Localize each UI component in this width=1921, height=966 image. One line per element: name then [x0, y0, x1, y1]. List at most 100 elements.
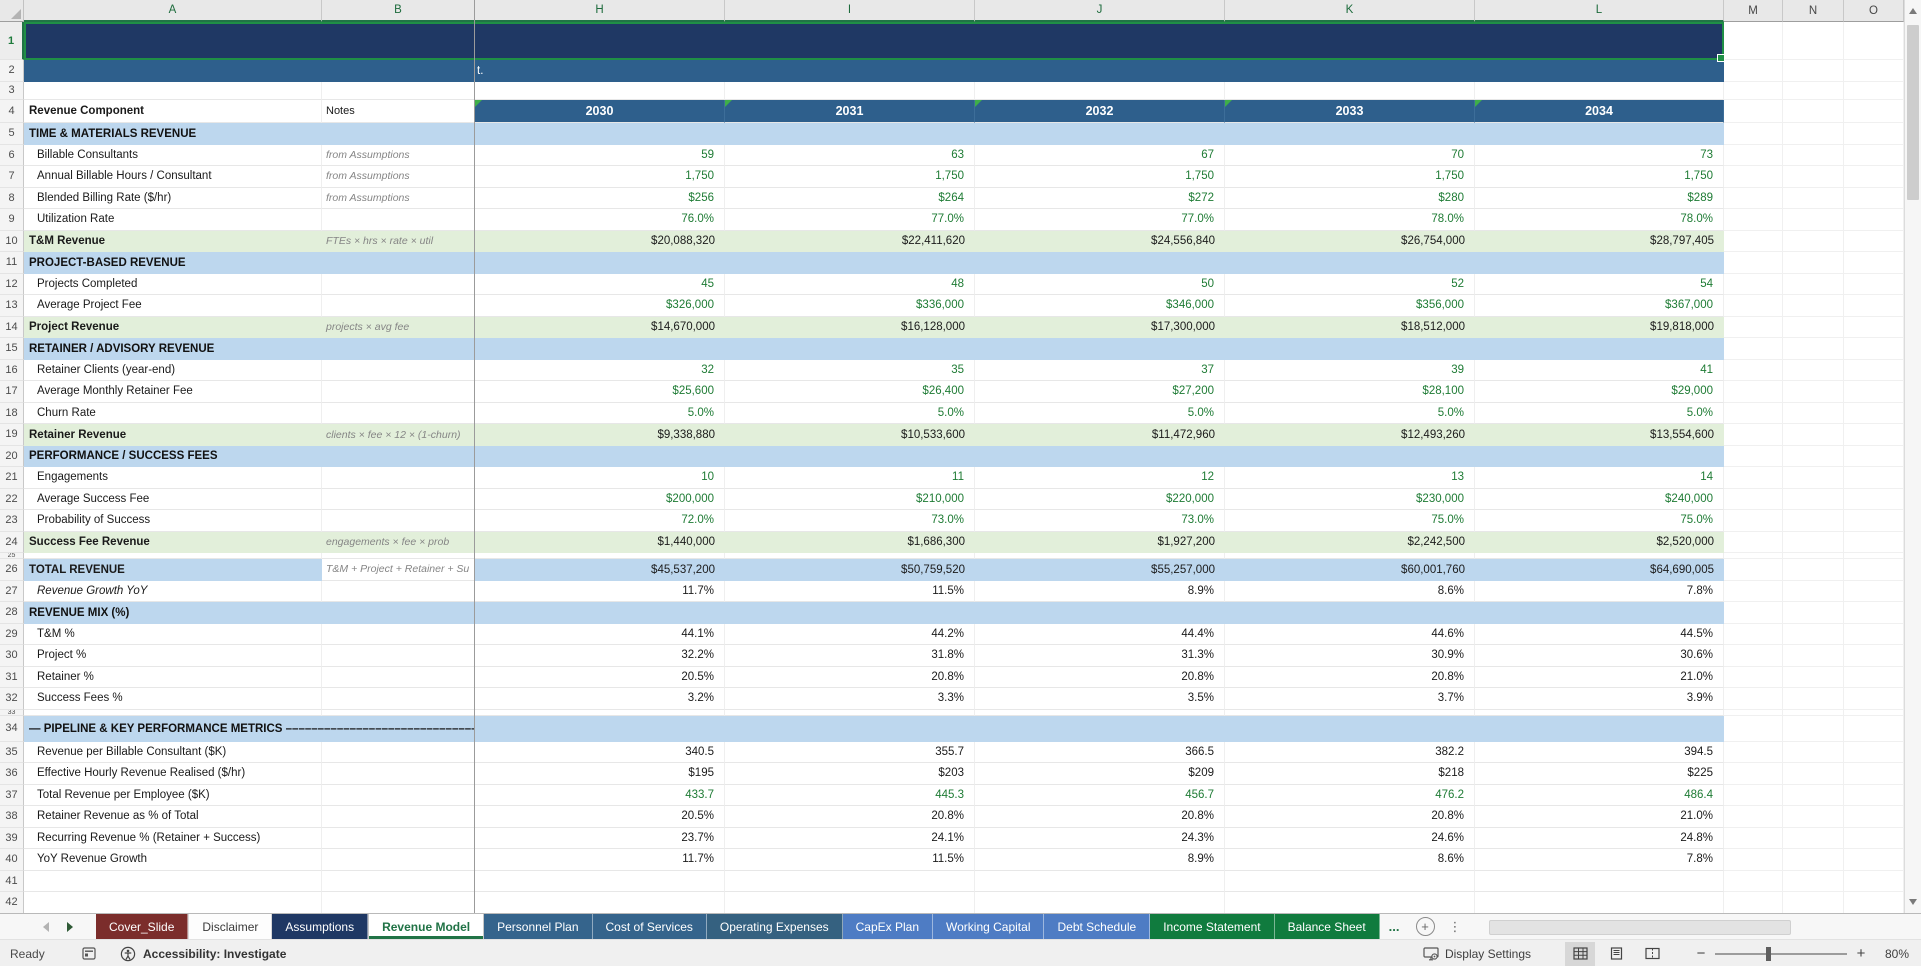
empty-cell[interactable]: [1724, 467, 1783, 489]
cell-value[interactable]: 77.0%: [725, 209, 975, 231]
cell-label[interactable]: Probability of Success: [24, 510, 322, 532]
empty-cell[interactable]: [1724, 187, 1783, 209]
cell-value[interactable]: $12,493,260: [1401, 428, 1465, 441]
row-header-8[interactable]: 8: [0, 187, 24, 209]
empty-cell[interactable]: [1724, 402, 1783, 424]
empty-cell[interactable]: [1783, 22, 1844, 60]
column-header-O[interactable]: O: [1844, 0, 1904, 22]
empty-cell[interactable]: [1724, 715, 1783, 742]
cell-value[interactable]: $26,754,000: [1401, 235, 1465, 248]
empty-cell[interactable]: [1844, 424, 1904, 446]
cell-label[interactable]: YoY Revenue Growth: [24, 849, 322, 871]
cell-value[interactable]: [475, 892, 725, 913]
row-header-11[interactable]: 11: [0, 252, 24, 274]
empty-cell[interactable]: [1844, 553, 1904, 559]
cell-value[interactable]: [975, 892, 1225, 913]
cell-value[interactable]: $60,001,760: [1401, 563, 1465, 576]
cell-value[interactable]: $25,600: [475, 381, 725, 403]
column-header-H[interactable]: H: [475, 0, 725, 22]
empty-cell[interactable]: [1844, 741, 1904, 763]
year-header-2034[interactable]: 2034: [1475, 100, 1724, 123]
empty-cell[interactable]: [1724, 849, 1783, 871]
cell-note[interactable]: [322, 295, 475, 317]
empty-cell[interactable]: [1844, 688, 1904, 710]
select-all-button[interactable]: [0, 0, 24, 22]
empty-cell[interactable]: [1724, 763, 1783, 785]
empty-cell[interactable]: [1783, 230, 1844, 252]
cell-note[interactable]: [322, 381, 475, 403]
cell-value[interactable]: 44.1%: [475, 623, 725, 645]
cell-value[interactable]: $336,000: [725, 295, 975, 317]
cell-note[interactable]: [322, 645, 475, 667]
cell-label[interactable]: Project Revenue: [29, 321, 120, 334]
empty-cell[interactable]: [1783, 827, 1844, 849]
empty-cell[interactable]: [1724, 741, 1783, 763]
cell-value[interactable]: 1,750: [475, 166, 725, 188]
cell-value[interactable]: 20.8%: [975, 806, 1225, 828]
cell-value[interactable]: 3.2%: [475, 688, 725, 710]
cell-value[interactable]: 45: [475, 273, 725, 295]
cell-value[interactable]: 366.5: [975, 741, 1225, 763]
cell-value[interactable]: 63: [725, 144, 975, 166]
row-header-20[interactable]: 20: [0, 445, 24, 467]
cell-note[interactable]: [322, 763, 475, 785]
cell-note[interactable]: [322, 467, 475, 489]
row-header-21[interactable]: 21: [0, 467, 24, 489]
column-header-K[interactable]: K: [1225, 0, 1475, 22]
cell-value[interactable]: 75.0%: [1475, 510, 1724, 532]
sheet-tab-balance-sheet[interactable]: Balance Sheet: [1274, 914, 1380, 939]
cell-value[interactable]: [1225, 870, 1475, 892]
empty-cell[interactable]: [1844, 827, 1904, 849]
cell-notes-header[interactable]: Notes: [322, 100, 475, 123]
empty-cell[interactable]: [1844, 602, 1904, 624]
empty-cell[interactable]: [1844, 559, 1904, 581]
more-sheets-button[interactable]: ...: [1388, 919, 1400, 934]
year-header-2031[interactable]: 2031: [725, 100, 975, 123]
cell-value[interactable]: $64,690,005: [1650, 563, 1714, 576]
empty-cell[interactable]: [1844, 22, 1904, 60]
section-label[interactable]: REVENUE MIX (%): [29, 606, 130, 619]
cell-value[interactable]: 72.0%: [475, 510, 725, 532]
cell-value[interactable]: $55,257,000: [1151, 563, 1215, 576]
cell-value[interactable]: 44.2%: [725, 623, 975, 645]
cell-value[interactable]: $10,533,600: [901, 428, 965, 441]
cell-value[interactable]: 8.9%: [975, 580, 1225, 602]
cell-value[interactable]: 70: [1225, 144, 1475, 166]
cell-note[interactable]: [322, 580, 475, 602]
empty-cell[interactable]: [1844, 784, 1904, 806]
cell-value[interactable]: [975, 81, 1225, 100]
cell-label[interactable]: Blended Billing Rate ($/hr): [24, 187, 322, 209]
row-header-42[interactable]: 42: [0, 892, 24, 913]
cell-value[interactable]: 76.0%: [475, 209, 725, 231]
horizontal-scrollbar[interactable]: [1483, 919, 1907, 935]
cell-label[interactable]: TOTAL REVENUE: [29, 563, 125, 576]
cell-value[interactable]: 75.0%: [1225, 510, 1475, 532]
empty-cell[interactable]: [1724, 510, 1783, 532]
cell-value[interactable]: $16,128,000: [901, 321, 965, 334]
empty-cell[interactable]: [1724, 295, 1783, 317]
empty-cell[interactable]: [1724, 709, 1783, 716]
year-header-2030[interactable]: 2030: [475, 100, 725, 123]
empty-cell[interactable]: [1783, 252, 1844, 274]
cell-value[interactable]: 41: [1475, 359, 1724, 381]
cell-value[interactable]: $24,556,840: [1151, 235, 1215, 248]
empty-cell[interactable]: [1724, 553, 1783, 559]
cell-value[interactable]: 456.7: [975, 784, 1225, 806]
row-header-32[interactable]: 32: [0, 688, 24, 710]
scroll-down-arrow-icon[interactable]: [1909, 899, 1917, 905]
cell-label[interactable]: Revenue per Billable Consultant ($K): [24, 741, 322, 763]
empty-cell[interactable]: [1844, 338, 1904, 360]
cell-value[interactable]: $346,000: [975, 295, 1225, 317]
cell-value[interactable]: 23.7%: [475, 827, 725, 849]
cell-value[interactable]: 11.5%: [725, 580, 975, 602]
row-header-18[interactable]: 18: [0, 402, 24, 424]
row-header-34[interactable]: 34: [0, 715, 24, 742]
row-header-5[interactable]: 5: [0, 123, 24, 145]
cell-revenue-component-header[interactable]: Revenue Component: [24, 100, 322, 123]
row-header-30[interactable]: 30: [0, 645, 24, 667]
column-header-L[interactable]: L: [1475, 0, 1724, 22]
empty-cell[interactable]: [1844, 892, 1904, 913]
cell-value[interactable]: $1,927,200: [1157, 536, 1215, 549]
section-label[interactable]: — PIPELINE & KEY PERFORMANCE METRICS –––…: [29, 722, 475, 735]
cell-value[interactable]: $2,520,000: [1656, 536, 1714, 549]
